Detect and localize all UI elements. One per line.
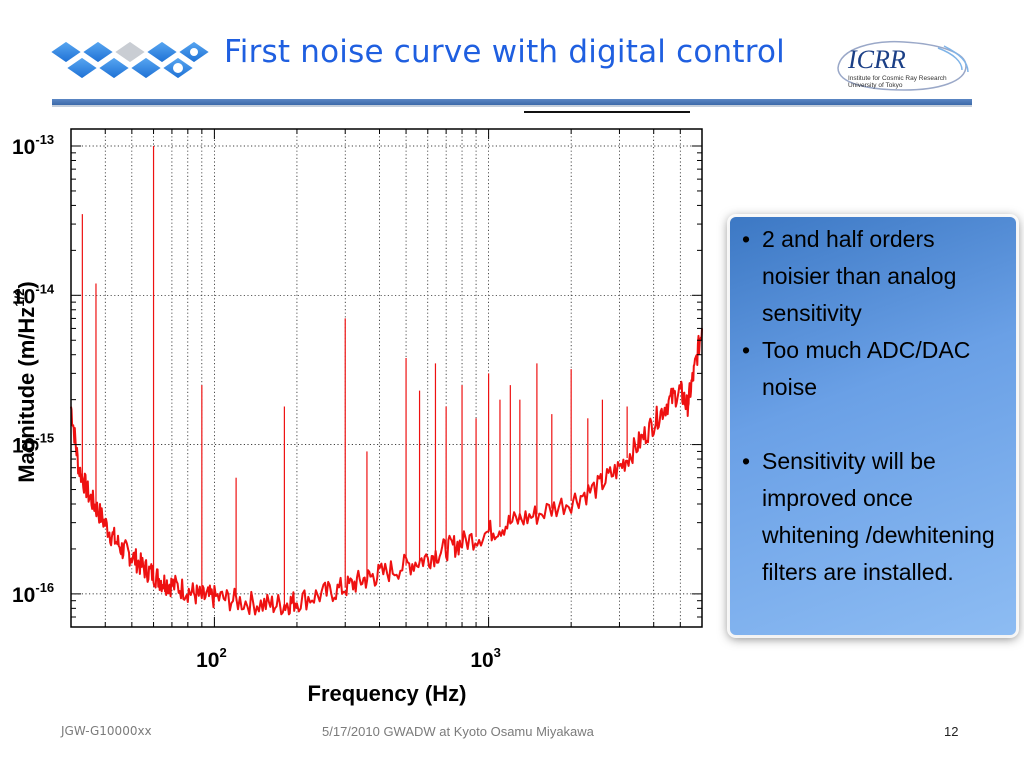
icrr-logo-subtitle: Institute for Cosmic Ray Research <box>848 75 947 82</box>
y-tick-label: 10-14 <box>12 281 55 308</box>
bullet-item: Sensitivity will be improved once whiten… <box>742 443 1008 591</box>
black-line-mark <box>524 111 690 113</box>
x-tick-label: 103 <box>470 645 501 672</box>
y-tick-label-exponent: -15 <box>35 431 54 446</box>
y-tick-label-exponent: -13 <box>35 132 54 147</box>
page-number: 12 <box>944 724 959 739</box>
bullet-spacer <box>742 406 1008 443</box>
y-axis-label-main: Magnitude (m/Hz <box>14 307 39 483</box>
title-underline-shadow <box>52 105 972 107</box>
y-tick-label-base: 10 <box>12 136 35 159</box>
logo-diamond <box>48 40 84 64</box>
slide-title: First noise curve with digital control <box>224 34 785 70</box>
y-tick-label-base: 10 <box>12 584 35 607</box>
y-tick-label-exponent: -16 <box>35 580 54 595</box>
y-tick-label: 10-15 <box>12 431 54 458</box>
y-tick-label-exponent: -14 <box>35 281 55 296</box>
logo-dot <box>190 48 198 56</box>
icrr-logo: ICRR Institute for Cosmic Ray Research U… <box>837 40 969 91</box>
y-axis-label-end: ) <box>14 281 39 288</box>
axis-ticks <box>70 129 703 628</box>
icrr-logo-text: ICRR <box>847 45 906 74</box>
logo-diamond <box>144 40 180 64</box>
y-tick-label-base: 10 <box>12 435 35 458</box>
y-axis-label-sup: 1/2 <box>12 289 27 307</box>
logo-diamond <box>64 56 100 80</box>
x-axis-label: Frequency (Hz) <box>308 681 467 706</box>
logo-diamond <box>96 56 132 80</box>
plot-background <box>71 129 702 627</box>
series-noise-curve <box>70 328 703 616</box>
plot-frame <box>70 128 703 628</box>
y-tick-label-base: 10 <box>12 285 35 308</box>
diamond-pattern-logo <box>48 40 212 80</box>
bullet-item: 2 and half orders noisier than analog se… <box>742 221 1008 332</box>
x-tick-label-base: 10 <box>196 649 219 672</box>
footer-event: 5/17/2010 GWADW at Kyoto Osamu Miyakawa <box>322 724 594 739</box>
summary-callout: 2 and half orders noisier than analog se… <box>730 217 1016 635</box>
logo-diamond <box>80 40 116 64</box>
x-tick-label-exponent: 3 <box>494 645 501 660</box>
x-tick-label: 102 <box>196 645 227 672</box>
logo-diamond-grey <box>112 40 148 64</box>
bullet-item: Too much ADC/DAC noise <box>742 332 1008 406</box>
logo-diamond <box>128 56 164 80</box>
y-tick-label: 10-13 <box>12 132 54 159</box>
footer-document-id: JGW-G10000xx <box>61 724 152 738</box>
y-axis-label: Magnitude (m/Hz1/2) <box>12 281 39 482</box>
title-underline <box>52 99 972 105</box>
icrr-logo-university: University of Tokyo <box>848 82 903 89</box>
y-tick-label: 10-16 <box>12 580 54 607</box>
x-tick-label-base: 10 <box>470 649 493 672</box>
x-tick-label-exponent: 2 <box>219 645 226 660</box>
logo-dot <box>173 63 183 73</box>
noise-peaks <box>81 146 628 605</box>
